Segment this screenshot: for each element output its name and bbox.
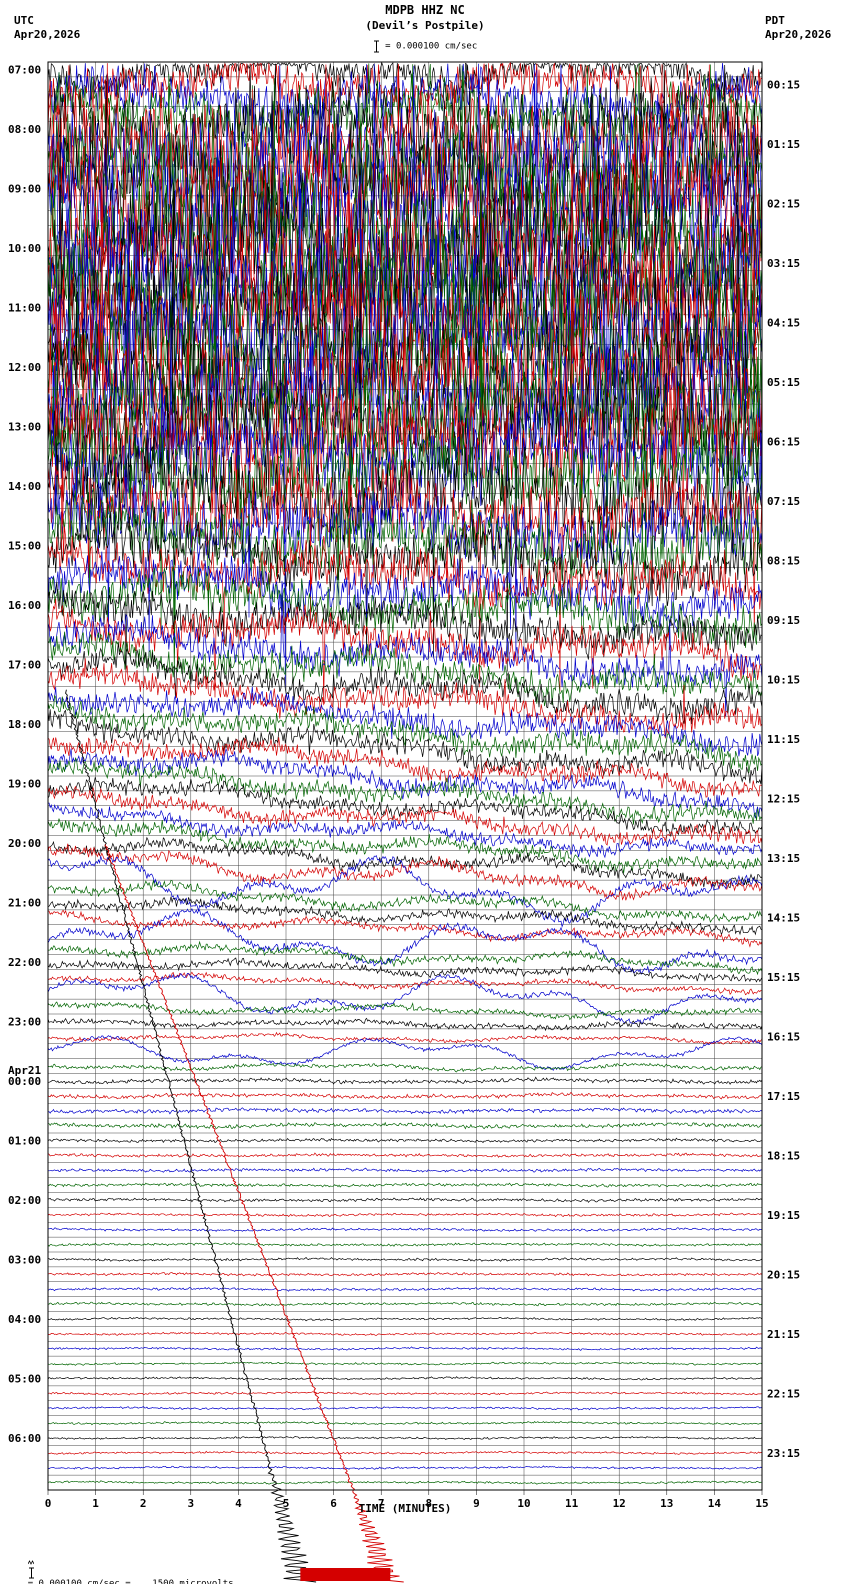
pdt-time-label: 12:15 [767,792,800,805]
pdt-time-label: 16:15 [767,1030,800,1043]
x-tick-label: 5 [283,1497,290,1510]
utc-time-label: 08:00 [8,123,41,136]
pdt-time-label: 08:15 [767,554,800,567]
pdt-time-label: 22:15 [767,1387,800,1400]
footnote-marker-icon [27,1559,34,1565]
x-tick-label: 4 [235,1497,242,1510]
x-tick-label: 13 [660,1497,673,1510]
scale-bar-icon [373,40,379,53]
x-tick-label: 6 [330,1497,337,1510]
x-axis-title: TIME (MINUTES) [358,1502,452,1515]
x-tick-label: 8 [425,1497,432,1510]
footnote-scale-text: = 0.000100 cm/sec = 1500 microvolts [27,1579,234,1584]
x-tick-label: 3 [187,1497,194,1510]
pdt-time-label: 23:15 [767,1447,800,1460]
utc-time-label: 05:00 [8,1372,41,1385]
utc-time-label: 22:00 [8,956,41,969]
x-tick-label: 11 [565,1497,579,1510]
pdt-time-label: 02:15 [767,197,800,210]
pdt-time-label: 11:15 [767,733,800,746]
pdt-time-label: 01:15 [767,138,800,151]
pdt-time-label: 05:15 [767,376,800,389]
x-tick-label: 12 [613,1497,626,1510]
pdt-time-label: 04:15 [767,316,800,329]
pdt-time-label: 20:15 [767,1268,800,1281]
utc-time-label: 14:00 [8,480,41,493]
utc-time-label: 16:00 [8,599,41,612]
pdt-time-label: 07:15 [767,495,800,508]
utc-time-label: 02:00 [8,1194,41,1207]
utc-time-label: 03:00 [8,1253,41,1266]
utc-time-label: 19:00 [8,777,41,790]
footnote: = 0.000100 cm/sec = 1500 microvolts [6,1547,234,1584]
utc-date-label: Apr20,2026 [14,28,81,41]
utc-time-label: 10:00 [8,242,41,255]
pdt-time-label: 10:15 [767,673,800,686]
pdt-time-label: 15:15 [767,971,800,984]
pdt-time-label: 03:15 [767,257,800,270]
utc-time-label: 00:00 [8,1075,41,1088]
scale-label: = 0.000100 cm/sec [385,41,478,52]
x-tick-label: 14 [708,1497,722,1510]
utc-time-label: 09:00 [8,182,41,195]
station-title: MDPB HHZ NC [385,3,465,17]
pdt-date-label: Apr20,2026 [765,28,832,41]
utc-time-label: 17:00 [8,658,41,671]
pdt-time-label: 13:15 [767,852,800,865]
x-tick-label: 7 [378,1497,385,1510]
utc-time-label: 12:00 [8,361,41,374]
pdt-time-label: 21:15 [767,1328,800,1341]
station-subtitle: (Devil’s Postpile) [365,19,485,32]
x-tick-label: 15 [755,1497,768,1510]
scale-bar-small-icon [28,1567,34,1579]
utc-tz-label: UTC [14,14,34,27]
pdt-time-label: 09:15 [767,614,800,627]
utc-time-label: 11:00 [8,301,41,314]
utc-time-label: 21:00 [8,896,41,909]
drifting-trace [65,689,317,1583]
pdt-tz-label: PDT [765,14,785,27]
scale-row: = 0.000100 cm/sec [0,40,850,53]
pdt-time-label: 17:15 [767,1090,800,1103]
pdt-time-label: 14:15 [767,911,800,924]
date-change-label: Apr21 [8,1064,41,1077]
axis-labels: 07:00 08:00 09:00 10:00 11:00 12:00 13:00 14:00… [8,63,800,1510]
pdt-time-label: 19:15 [767,1209,800,1222]
utc-header: UTC Apr20,2026 [14,14,80,42]
utc-time-label: 13:00 [8,420,41,433]
utc-time-label: 23:00 [8,1015,41,1028]
seismogram-traces [47,62,763,1485]
pdt-time-label: 00:15 [767,78,800,91]
pdt-time-label: 18:15 [767,1149,800,1162]
x-tick-label: 0 [45,1497,52,1510]
utc-time-label: 04:00 [8,1313,41,1326]
utc-time-label: 01:00 [8,1134,41,1147]
x-tick-label: 2 [140,1497,147,1510]
utc-time-label: 06:00 [8,1432,41,1445]
utc-time-label: 07:00 [8,63,41,76]
pdt-header: PDT Apr20,2026 [765,14,831,42]
drifting-trace [104,844,404,1583]
utc-time-label: 15:00 [8,539,41,552]
clipped-trace-bar [300,1568,391,1581]
utc-time-label: 18:00 [8,718,41,731]
x-tick-label: 1 [92,1497,99,1510]
x-tick-label: 9 [473,1497,480,1510]
utc-time-label: 20:00 [8,837,41,850]
x-tick-label: 10 [517,1497,530,1510]
pdt-time-label: 06:15 [767,435,800,448]
